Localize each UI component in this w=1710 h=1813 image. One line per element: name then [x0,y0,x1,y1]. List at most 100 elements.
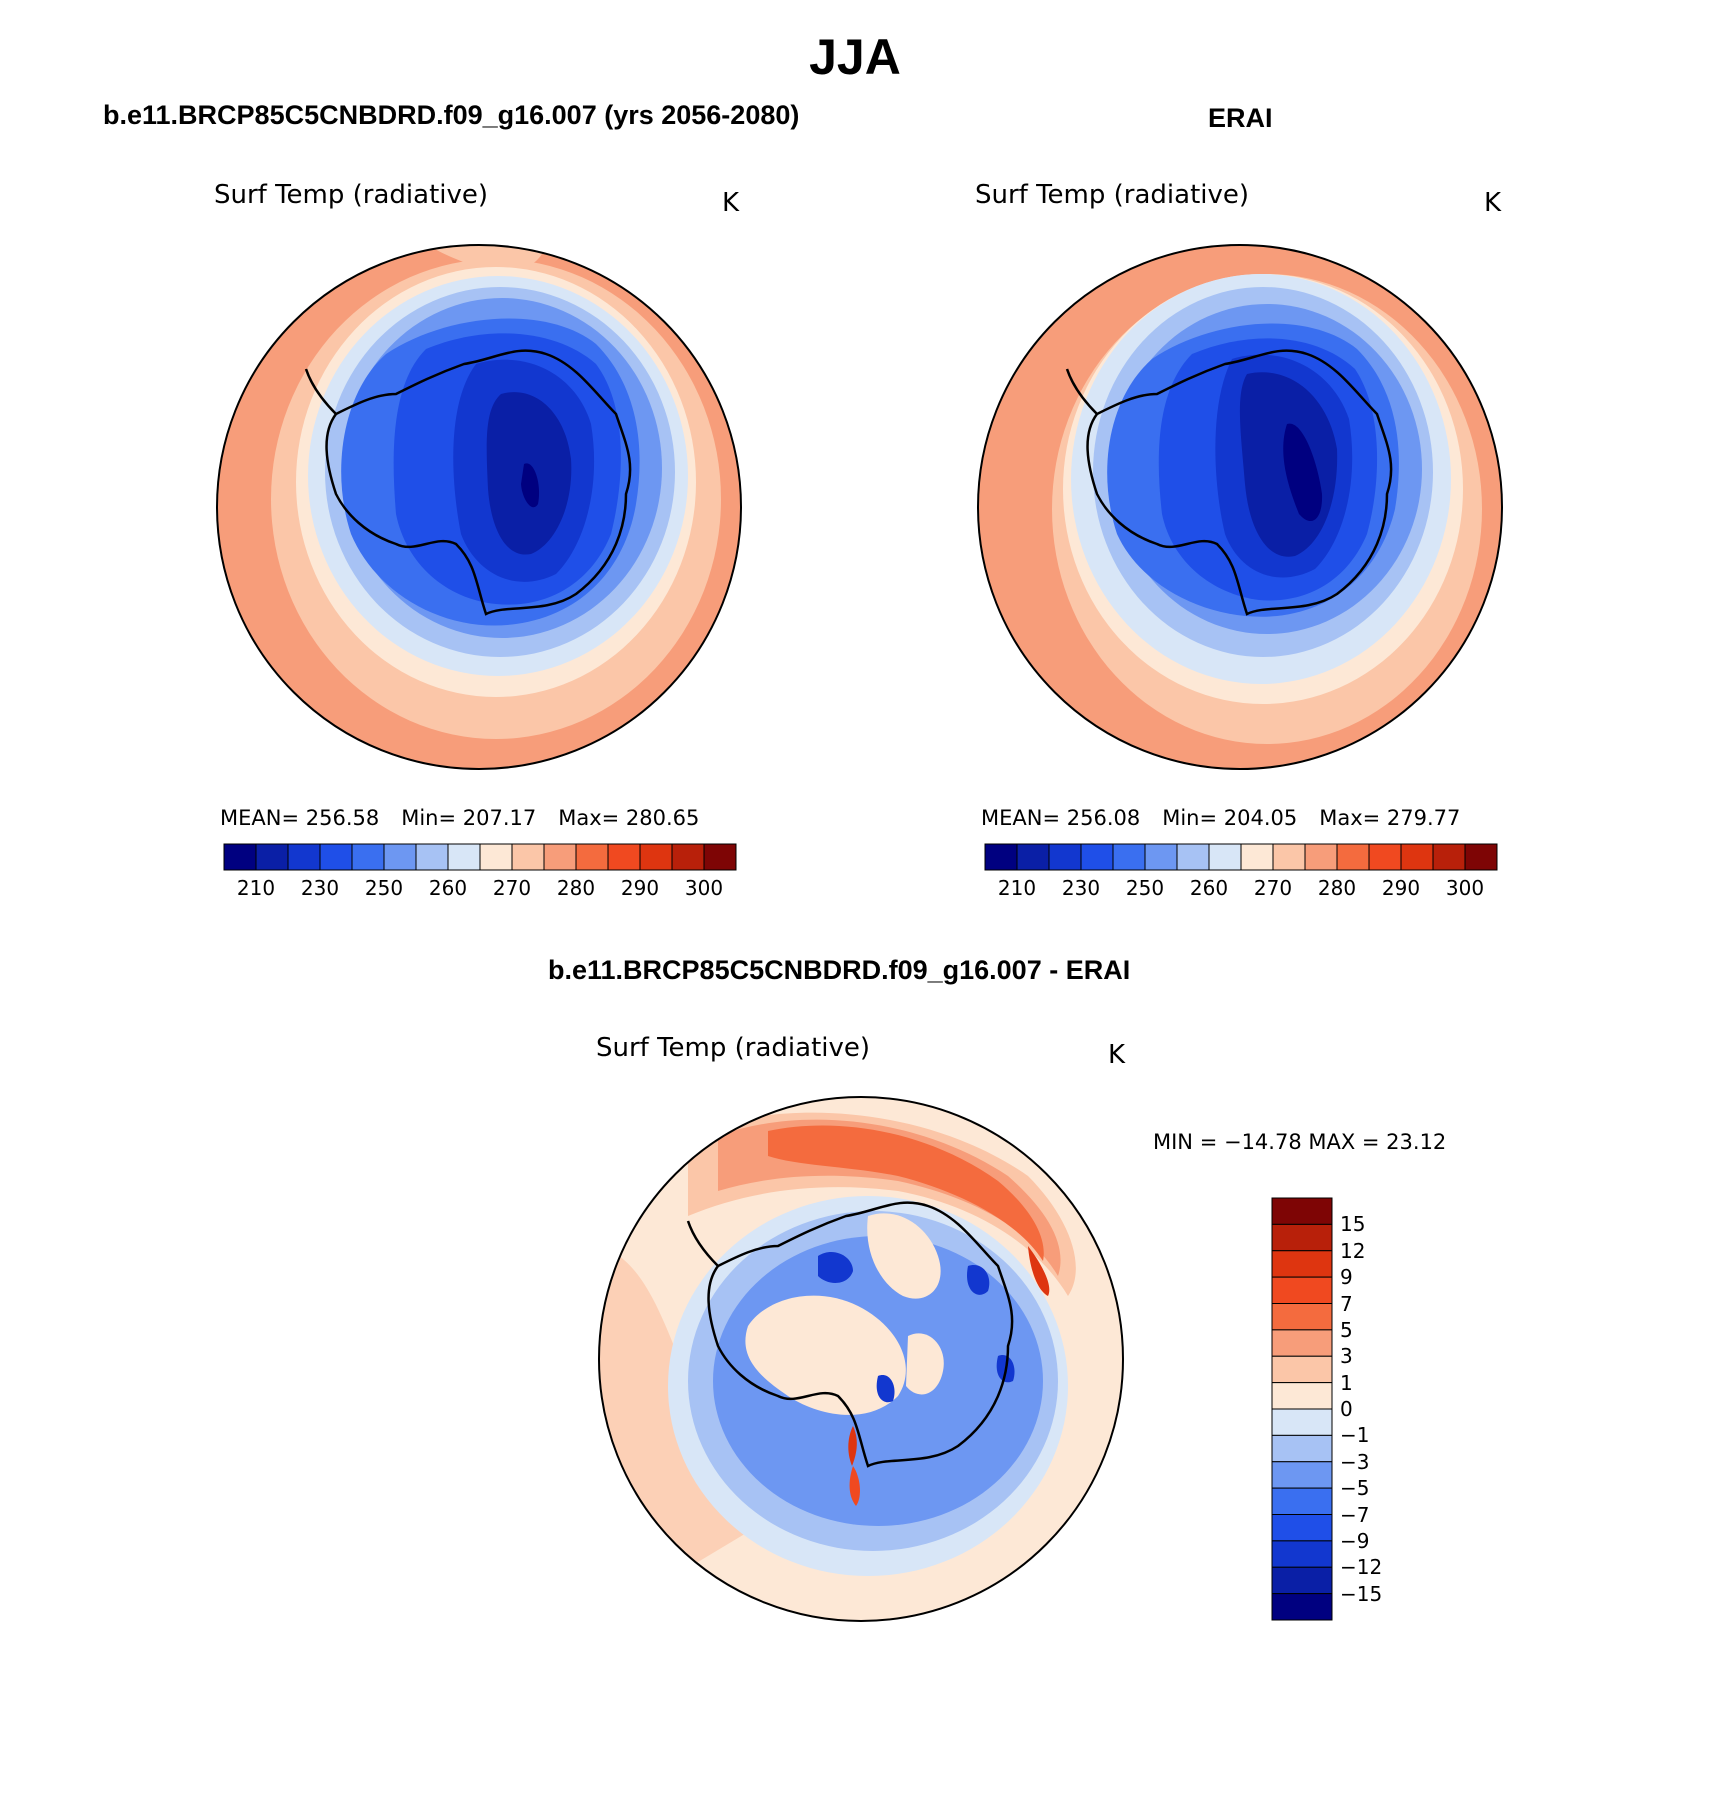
panel2-colorbar-box [1240,843,1274,871]
panel3-colorbar-box [1271,1223,1333,1252]
panel3-minmax: MIN = −14.78 MAX = 23.12 [1153,1130,1447,1154]
panel2-colorbar-box [1432,843,1466,871]
panel1-min: Min= 207.17 [401,806,537,830]
panel3-colorbar-tick-label: 5 [1340,1317,1353,1342]
panel2-max: Max= 279.77 [1319,806,1461,830]
panel3-colorbar-box [1271,1566,1333,1595]
panel2-stats: MEAN= 256.08 Min= 204.05 Max= 279.77 [981,806,1482,830]
panel1-colorbar-box [223,843,257,871]
panel2-colorbar-ticks: 210 230 250 260 270 280 290 300 [985,876,1497,902]
panel3-colorbar-tick-label: 15 [1340,1212,1366,1237]
panel2-colorbar-tick-label: 210 [997,876,1037,900]
panel3-units: K [1108,1040,1126,1070]
panel3-colorbar-box [1271,1593,1333,1621]
panel1-colorbar-tick-label: 290 [620,876,660,900]
panel1-colorbar-box [639,843,673,871]
main-title: JJA [809,29,901,85]
panel3-colorbar-box [1271,1197,1333,1225]
panel3-colorbar-box [1271,1408,1333,1436]
panel1-colorbar-tick-label: 250 [364,876,404,900]
panel1-mean: MEAN= 256.58 [220,806,380,830]
panel3-colorbar-tick-label: −5 [1340,1476,1370,1501]
panel1-colorbar-box [415,843,449,871]
panel3-colorbar-box [1271,1382,1333,1410]
panel2-colorbar-box [1112,843,1146,871]
panel1-colorbar-box [479,843,513,871]
panel2-colorbar-tick-label: 230 [1061,876,1101,900]
panel1-colorbar-box [575,843,609,871]
panel1-colorbar-box [383,843,417,871]
panel1-colorbar-tick-label: 230 [300,876,340,900]
panel2-colorbar-box [1368,843,1402,871]
panel2-mean: MEAN= 256.08 [981,806,1141,830]
panel1-units: K [722,188,740,218]
panel3-colorbar-tick-label: 3 [1340,1344,1353,1369]
panel2-colorbar-box [1400,843,1434,871]
panel2-map [977,244,1503,770]
panel3-colorbar-box [1271,1250,1333,1278]
panel3-colorbar-tick-label: −9 [1340,1528,1370,1553]
panel3-colorbar-tick-label: 1 [1340,1370,1353,1395]
panel1-colorbar-box [351,843,385,871]
panel3-colorbar-box [1271,1355,1333,1384]
panel3-colorbar-tick-label: −7 [1340,1502,1370,1527]
panel2-colorbar-tick-label: 250 [1125,876,1165,900]
panel3-difference-map [598,1096,1124,1622]
panel3-colorbar-ticks: 15 12 9 7 5 3 1 0 −1 −3 −5 −7 −9 −12 −15 [1340,1198,1420,1620]
panel1-colorbar-box [319,843,353,871]
panel1-colorbar-box [671,843,705,871]
panel3-colorbar-tick-label: −12 [1340,1555,1383,1580]
panel2-colorbar-tick-label: 270 [1253,876,1293,900]
panel3-colorbar-tick-label: 7 [1340,1291,1353,1316]
panel2-colorbar-box [1144,843,1178,871]
panel2-units: K [1484,188,1502,218]
panel2-colorbar-tick-label: 260 [1189,876,1229,900]
panel1-colorbar-tick-label: 260 [428,876,468,900]
panel1-variable-title: Surf Temp (radiative) [214,180,489,210]
panel3-variable-title: Surf Temp (radiative) [596,1033,871,1063]
panel2-case-title: ERAI [1208,103,1273,133]
panel2-colorbar-box [1048,843,1082,871]
panel2-variable-title: Surf Temp (radiative) [975,180,1250,210]
panel3-colorbar-box [1271,1434,1333,1463]
panel1-colorbar-box [447,843,481,871]
panel2-colorbar-box [984,843,1018,871]
panel3-colorbar-box [1271,1329,1333,1357]
panel3-colorbar-tick-label: 12 [1340,1238,1366,1263]
panel2-colorbar-tick-label: 280 [1317,876,1357,900]
panel1-colorbar-box [543,843,577,871]
panel1-colorbar-box [607,843,641,871]
panel1-colorbar-tick-label: 210 [236,876,276,900]
panel3-colorbar-box [1271,1461,1333,1489]
panel2-colorbar-box [1176,843,1210,871]
panel2-colorbar-box [1016,843,1050,871]
panel3-colorbar-box [1271,1540,1333,1568]
panel1-case-title: b.e11.BRCP85C5CNBDRD.f09_g16.007 (yrs 20… [103,100,800,130]
panel1-colorbar-box [511,843,545,871]
panel3-colorbar-tick-label: −3 [1340,1449,1370,1474]
panel1-stats: MEAN= 256.58 Min= 207.17 Max= 280.65 [220,806,721,830]
panel3-colorbar-box [1271,1514,1333,1542]
panel1-colorbar-box [255,843,289,871]
panel1-colorbar-box [703,843,737,871]
panel2-colorbar-box [1336,843,1370,871]
panel1-colorbar-tick-label: 300 [684,876,724,900]
panel1-max: Max= 280.65 [558,806,700,830]
panel3-colorbar-tick-label: −1 [1340,1423,1370,1448]
panel3-case-title: b.e11.BRCP85C5CNBDRD.f09_g16.007 - ERAI [548,955,1131,985]
panel1-colorbar [223,843,737,871]
panel2-colorbar-box [1080,843,1114,871]
panel3-colorbar-box [1271,1276,1333,1304]
panel1-map [216,244,742,770]
panel1-colorbar-ticks: 210 230 250 260 270 280 290 300 [224,876,736,902]
panel2-colorbar-box [1208,843,1242,871]
panel3-colorbar-box [1271,1487,1333,1515]
panel3-colorbar [1271,1197,1333,1621]
panel2-colorbar [984,843,1498,871]
panel2-colorbar-tick-label: 290 [1381,876,1421,900]
panel3-colorbar-tick-label: 9 [1340,1265,1353,1290]
panel2-min: Min= 204.05 [1162,806,1298,830]
panel1-colorbar-tick-label: 280 [556,876,596,900]
panel1-colorbar-tick-label: 270 [492,876,532,900]
panel1-colorbar-box [287,843,321,871]
